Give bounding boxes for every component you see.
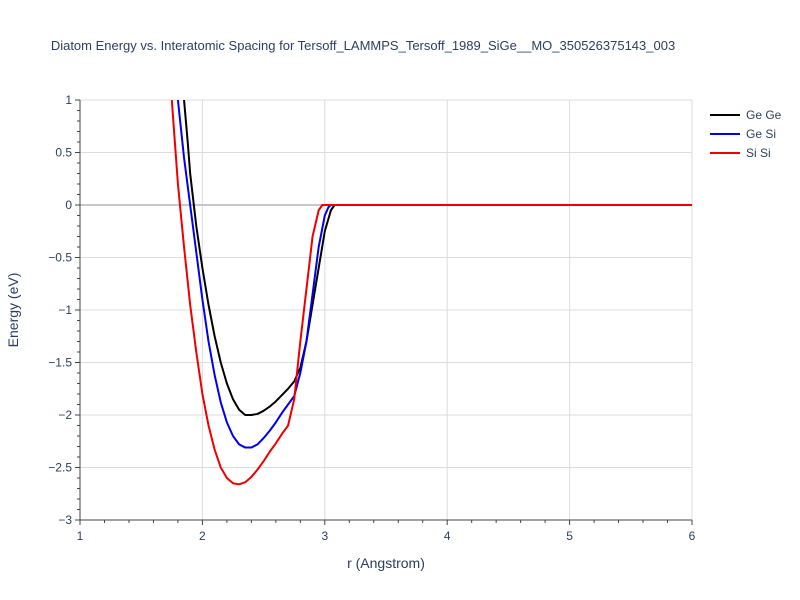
y-tick-labels: 1 0.5 0 −0.5 −1 −1.5 −2 −2.5 −3 — [48, 93, 72, 527]
y-axis-title: Energy (eV) — [5, 273, 21, 348]
x-tick-label: 3 — [321, 529, 328, 543]
y-tick-label: −3 — [58, 513, 72, 527]
legend-label: Ge Si — [746, 127, 776, 141]
x-tick-label: 2 — [199, 529, 206, 543]
y-tick-label: 0.5 — [55, 146, 72, 160]
series-line-ge-si — [176, 100, 692, 449]
y-tick-label: −1.5 — [48, 356, 72, 370]
y-tick-label: 1 — [65, 93, 72, 107]
grid-lines — [80, 99, 693, 521]
x-axis-title: r (Angstrom) — [347, 555, 425, 571]
legend-item-si-si[interactable]: Si Si — [710, 146, 771, 160]
chart-title: Diatom Energy vs. Interatomic Spacing fo… — [51, 38, 675, 53]
x-tick-label: 6 — [689, 529, 696, 543]
series-lines — [170, 100, 692, 486]
x-tick-labels: 1 2 3 4 5 6 — [77, 529, 696, 543]
x-tick-label: 4 — [444, 529, 451, 543]
legend-item-ge-ge[interactable]: Ge Ge — [710, 108, 782, 122]
legend[interactable]: Ge Ge Ge Si Si Si — [710, 108, 782, 160]
y-tick-label: −1 — [58, 303, 72, 317]
x-tick-label: 5 — [566, 529, 573, 543]
legend-item-ge-si[interactable]: Ge Si — [710, 127, 776, 141]
legend-label: Ge Ge — [746, 108, 782, 122]
y-tick-label: −0.5 — [48, 251, 72, 265]
legend-label: Si Si — [746, 146, 771, 160]
series-line-si-si — [170, 100, 692, 486]
y-tick-label: 0 — [65, 198, 72, 212]
y-tick-label: −2 — [58, 408, 72, 422]
axes — [75, 99, 693, 525]
x-tick-label: 1 — [77, 529, 84, 543]
y-tick-label: −2.5 — [48, 461, 72, 475]
